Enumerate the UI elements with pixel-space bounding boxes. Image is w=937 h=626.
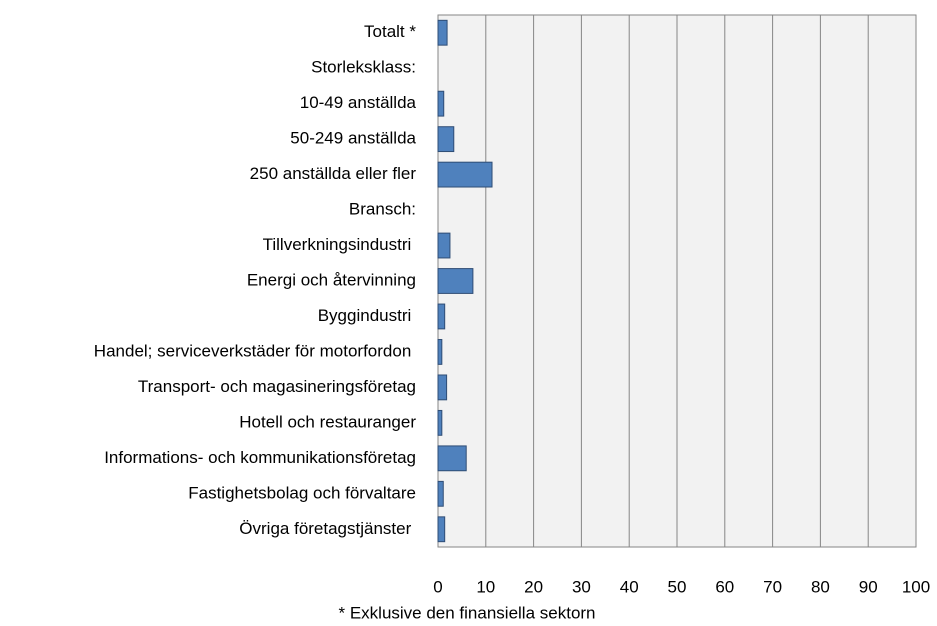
y-tick-label: Fastighetsbolag och förvaltare — [188, 483, 416, 502]
x-tick-label: 100 — [902, 577, 930, 596]
y-tick-label: Bransch: — [349, 200, 416, 219]
x-tick-label: 80 — [811, 577, 830, 596]
bar — [437, 409, 443, 436]
bar — [437, 480, 444, 507]
bar — [437, 161, 493, 188]
y-tick-label: Informations- och kommunikationsföretag — [104, 448, 416, 467]
bar — [437, 90, 445, 117]
bar — [437, 374, 448, 401]
y-tick-label: 250 anställda eller fler — [250, 164, 417, 183]
x-tick-label: 70 — [763, 577, 782, 596]
x-tick-label: 30 — [572, 577, 591, 596]
y-tick-label: 50-249 anställda — [290, 129, 416, 148]
bar — [437, 232, 451, 259]
y-tick-label: Energi och återvinning — [247, 270, 416, 289]
x-tick-label: 60 — [715, 577, 734, 596]
bar — [437, 303, 446, 330]
x-tick-label: 20 — [524, 577, 543, 596]
y-tick-label: Byggindustri — [318, 306, 416, 325]
y-tick-label: Övriga företagstjänster — [239, 519, 416, 538]
bar — [437, 445, 467, 472]
x-tick-label: 50 — [668, 577, 687, 596]
y-tick-label: Transport- och magasineringsföretag — [138, 377, 416, 396]
y-tick-label: 10-49 anställda — [300, 93, 417, 112]
x-tick-label: 90 — [859, 577, 878, 596]
bar — [437, 19, 448, 46]
y-tick-label: Storleksklass: — [311, 58, 416, 77]
y-tick-label: Handel; serviceverkstäder för motorfordo… — [94, 341, 416, 360]
x-tick-label: 10 — [476, 577, 495, 596]
footnote: * Exklusive den finansiella sektorn — [338, 603, 595, 622]
x-tick-label: 0 — [433, 577, 442, 596]
y-tick-label: Tillverkningsindustri — [263, 235, 416, 254]
y-tick-label: Hotell och restauranger — [239, 412, 416, 431]
bar — [437, 268, 474, 294]
bar — [437, 516, 446, 543]
bar — [437, 339, 443, 365]
x-tick-label: 40 — [620, 577, 639, 596]
bar — [437, 126, 455, 153]
y-tick-label: Totalt * — [364, 22, 416, 41]
